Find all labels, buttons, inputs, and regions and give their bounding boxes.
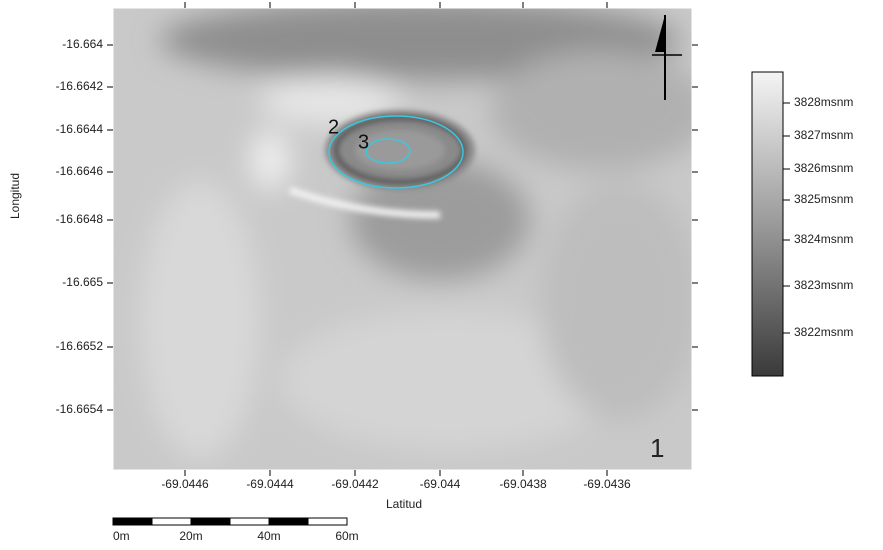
y-tick-label: -16.6652 (56, 339, 104, 353)
scale-segment (152, 518, 191, 525)
y-tick-label: -16.6644 (56, 122, 104, 136)
x-axis-label: Latitud (386, 497, 422, 511)
y-tick-label: -16.6642 (56, 79, 104, 93)
scale-label: 40m (257, 529, 280, 543)
scale-segment (269, 518, 308, 525)
legend-label: 3823msnm (794, 278, 853, 292)
y-tick-label: -16.6646 (56, 164, 104, 178)
scale-label: 0m (113, 529, 130, 543)
scale-label: 20m (179, 529, 202, 543)
scale-segment (113, 518, 152, 525)
y-tick-label: -16.6648 (56, 212, 104, 226)
legend-label: 3828msnm (794, 95, 853, 109)
y-tick-label: -16.665 (62, 275, 103, 289)
scale-label: 60m (335, 529, 358, 543)
marker-label: 1 (650, 433, 664, 463)
x-tick-label: -69.044 (420, 477, 461, 491)
x-tick-label: -69.0436 (583, 477, 631, 491)
legend-label: 3827msnm (794, 128, 853, 142)
legend-label: 3824msnm (794, 232, 853, 246)
legend-colorbar (752, 72, 783, 376)
map-figure: 1 2 3 Latitud Longitud -69.0446 -69.0444 -… (0, 0, 883, 545)
elevation-raster (113, 0, 710, 470)
legend-label: 3825msnm (794, 192, 853, 206)
x-tick-label: -69.0444 (246, 477, 294, 491)
scale-segment (308, 518, 347, 525)
y-tick-label: -16.6654 (56, 402, 104, 416)
legend-label: 3822msnm (794, 325, 853, 339)
x-tick-label: -69.0442 (331, 477, 379, 491)
legend-label: 3826msnm (794, 161, 853, 175)
x-tick-label: -69.0446 (161, 477, 209, 491)
y-tick-label: -16.664 (62, 37, 103, 51)
scale-segment (191, 518, 230, 525)
x-tick-label: -69.0438 (499, 477, 547, 491)
marker-label: 2 (328, 116, 339, 138)
scale-segment (230, 518, 269, 525)
y-axis-label: Longitud (8, 173, 22, 219)
marker-label: 3 (358, 131, 369, 153)
